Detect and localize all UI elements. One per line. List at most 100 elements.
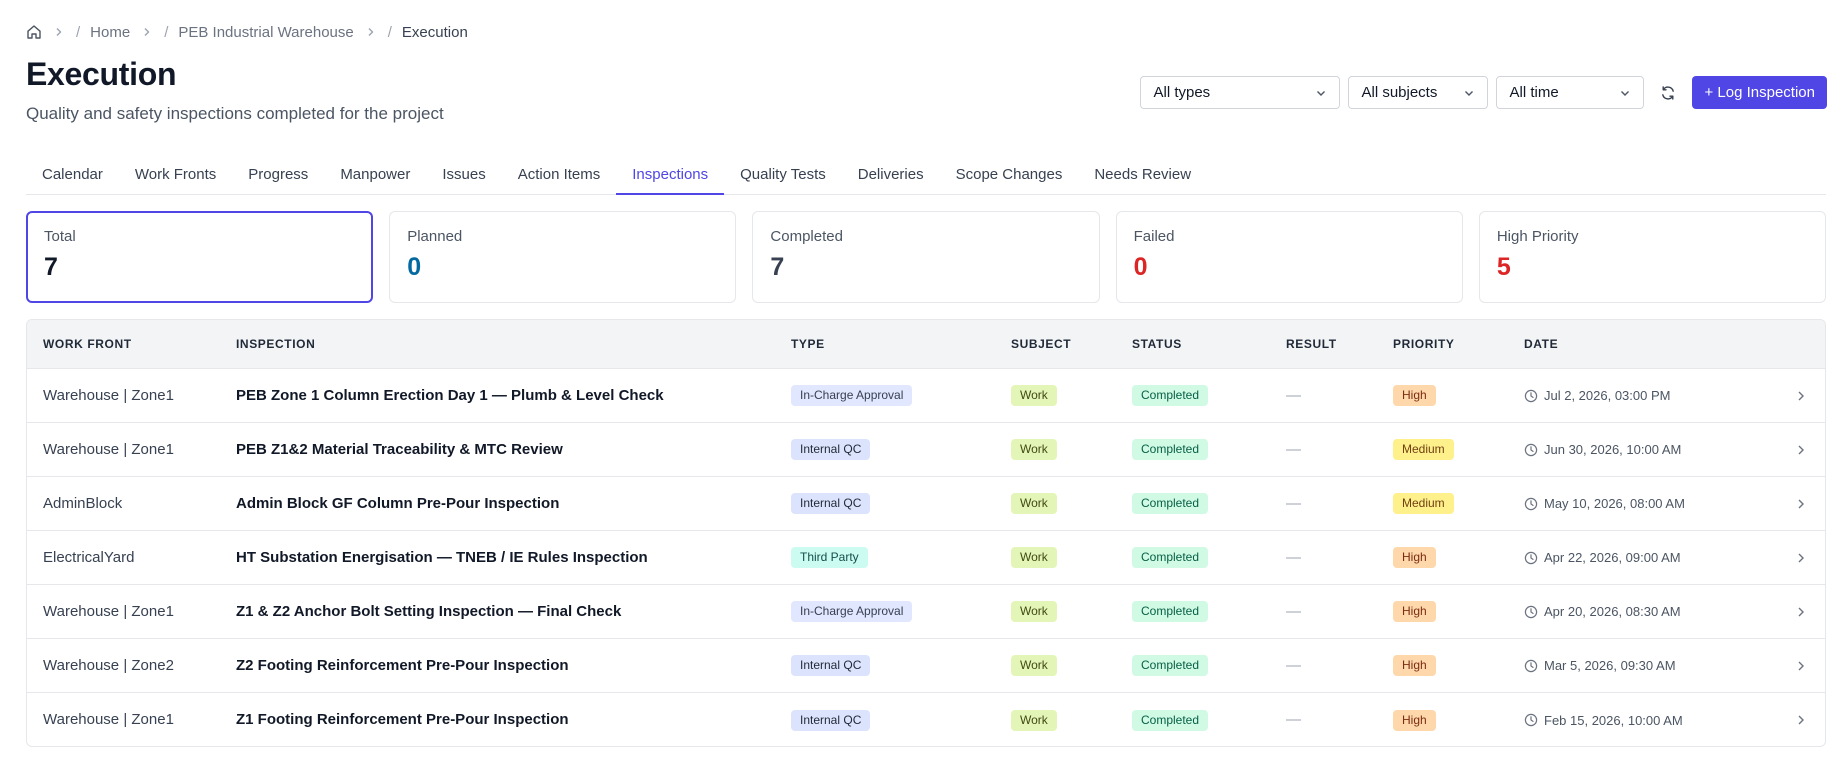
column-header-inspection[interactable]: Inspection [236, 337, 316, 351]
inspection-name-cell: Z2 Footing Reinforcement Pre-Pour Inspec… [236, 656, 569, 674]
date-text: Jun 30, 2026, 10:00 AM [1544, 442, 1682, 457]
clock-icon [1524, 605, 1538, 619]
chevron-right-icon[interactable] [1795, 552, 1807, 564]
breadcrumb-home[interactable]: Home [90, 23, 131, 41]
stat-card-high-priority[interactable]: High Priority 5 [1478, 211, 1827, 303]
tab-manpower[interactable]: Manpower [340, 166, 411, 183]
chevron-right-icon[interactable] [1795, 714, 1807, 726]
table-row[interactable]: Warehouse | Zone2 Z2 Footing Reinforcemen… [27, 639, 1825, 693]
table-row[interactable]: Warehouse | Zone1 PEB Z1&2 Material Trace… [27, 423, 1825, 477]
tab-work-fronts[interactable]: Work Fronts [134, 166, 217, 183]
stat-value: 0 [407, 253, 422, 281]
chevron-right-icon[interactable] [1795, 444, 1807, 456]
stat-value: 5 [1496, 253, 1511, 281]
table-row[interactable]: Warehouse | Zone1 PEB Zone 1 Column Erect… [27, 369, 1825, 423]
stat-label: Completed [770, 228, 843, 245]
stat-card-failed[interactable]: Failed 0 [1115, 211, 1463, 303]
column-header-subject[interactable]: Subject [1011, 337, 1072, 351]
status-badge: Completed [1132, 601, 1209, 622]
tab-deliveries[interactable]: Deliveries [857, 166, 924, 183]
column-header-result[interactable]: Result [1286, 337, 1337, 351]
subject-filter-select[interactable]: All subjects [1348, 76, 1489, 109]
status-badge: Completed [1132, 547, 1209, 568]
stat-label: High Priority [1496, 228, 1579, 245]
chevron-down-icon [1463, 87, 1475, 99]
tab-calendar[interactable]: Calendar [42, 166, 103, 183]
breadcrumb-slash: / [164, 23, 169, 41]
stat-card-total[interactable]: Total 7 [26, 211, 374, 303]
chevron-right-icon [54, 27, 64, 37]
type-filter-value: All types [1153, 84, 1211, 101]
inspection-name-cell: Admin Block GF Column Pre-Pour Inspectio… [236, 494, 560, 512]
log-inspection-button[interactable]: + Log Inspection [1692, 76, 1827, 109]
status-badge: Completed [1132, 439, 1209, 460]
result-cell: — [1286, 440, 1301, 458]
clock-icon [1524, 443, 1538, 457]
stat-value: 7 [770, 253, 785, 281]
clock-icon [1524, 497, 1538, 511]
result-cell: — [1286, 548, 1301, 566]
chevron-right-icon [142, 27, 152, 37]
column-header-type[interactable]: Type [791, 337, 825, 351]
date-cell: Apr 22, 2026, 09:00 AM [1524, 550, 1784, 565]
time-filter-select[interactable]: All time [1496, 76, 1645, 109]
stat-value: 7 [44, 253, 58, 281]
status-badge: Completed [1132, 493, 1209, 514]
table-row[interactable]: Warehouse | Zone1 Z1 Footing Reinforcemen… [27, 693, 1825, 746]
tab-bar: Calendar Work Fronts Progress Manpower Issue… [26, 154, 1826, 195]
subject-badge: Work [1011, 493, 1057, 514]
tab-issues[interactable]: Issues [442, 166, 486, 183]
chevron-right-icon[interactable] [1795, 390, 1807, 402]
tab-scope-changes[interactable]: Scope Changes [955, 166, 1063, 183]
status-badge: Completed [1132, 385, 1209, 406]
type-filter-select[interactable]: All types [1140, 76, 1341, 109]
tab-quality-tests[interactable]: Quality Tests [740, 166, 826, 183]
subject-badge: Work [1011, 439, 1057, 460]
column-header-work-front[interactable]: Work Front [43, 337, 132, 351]
inspection-name-cell: Z1 Footing Reinforcement Pre-Pour Inspec… [236, 711, 569, 728]
chevron-right-icon [366, 27, 376, 37]
tab-action-items[interactable]: Action Items [517, 166, 601, 183]
work-front-cell: AdminBlock [43, 494, 123, 512]
work-front-cell: Warehouse | Zone1 [43, 440, 174, 458]
tab-needs-review[interactable]: Needs Review [1094, 166, 1192, 183]
status-badge: Completed [1132, 709, 1209, 731]
page-subtitle: Quality and safety inspections completed… [26, 104, 444, 123]
stat-card-planned[interactable]: Planned 0 [389, 211, 737, 303]
tab-progress[interactable]: Progress [248, 166, 309, 183]
date-text: Apr 20, 2026, 08:30 AM [1544, 604, 1681, 619]
result-cell: — [1286, 494, 1301, 512]
stat-label: Total [44, 228, 76, 245]
status-badge: Completed [1132, 655, 1209, 676]
breadcrumb-current: Execution [401, 23, 468, 41]
breadcrumb-project[interactable]: PEB Industrial Warehouse [178, 23, 354, 41]
result-cell: — [1286, 656, 1301, 674]
table-row[interactable]: Warehouse | Zone1 Z1 & Z2 Anchor Bolt Set… [27, 585, 1825, 639]
type-badge: Internal QC [791, 493, 871, 514]
table-row[interactable]: ElectricalYard HT Substation Energisation… [27, 531, 1825, 585]
chevron-down-icon [1619, 87, 1631, 99]
chevron-right-icon[interactable] [1795, 660, 1807, 672]
chevron-right-icon[interactable] [1795, 498, 1807, 510]
table-row[interactable]: AdminBlock Admin Block GF Column Pre-Pour… [27, 477, 1825, 531]
clock-icon [1524, 713, 1538, 727]
breadcrumb-slash: / [76, 23, 81, 41]
work-front-cell: ElectricalYard [43, 548, 135, 566]
table-header: Work Front Inspection Type Subject Statu… [27, 320, 1825, 369]
refresh-button[interactable] [1652, 76, 1684, 109]
tab-inspections[interactable]: Inspections [616, 154, 725, 195]
date-cell: Apr 20, 2026, 08:30 AM [1524, 604, 1784, 619]
clock-icon [1524, 659, 1538, 673]
column-header-priority[interactable]: Priority [1393, 337, 1455, 351]
stat-card-completed[interactable]: Completed 7 [752, 211, 1100, 303]
column-header-status[interactable]: Status [1132, 337, 1182, 351]
subject-badge: Work [1011, 601, 1057, 622]
type-badge: In-Charge Approval [791, 601, 913, 622]
chevron-right-icon[interactable] [1795, 606, 1807, 618]
home-icon[interactable] [26, 24, 42, 40]
column-header-date[interactable]: Date [1524, 337, 1559, 351]
date-text: Mar 5, 2026, 09:30 AM [1544, 658, 1676, 673]
priority-badge: High [1393, 709, 1436, 731]
work-front-cell: Warehouse | Zone1 [43, 386, 174, 404]
table-body: Warehouse | Zone1 PEB Zone 1 Column Erect… [27, 369, 1825, 746]
